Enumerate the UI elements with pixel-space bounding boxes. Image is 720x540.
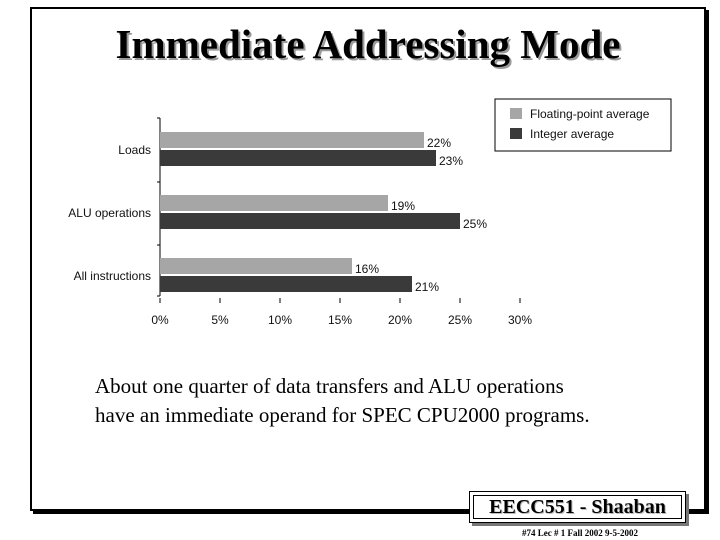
slide-frame	[30, 7, 706, 511]
bar-value-label-0-0: 22%	[427, 136, 451, 150]
bar-value-label-2-1: 21%	[415, 280, 439, 294]
bar-value-label-1-0: 19%	[391, 199, 415, 213]
x-tick-label-1: 5%	[211, 313, 229, 327]
legend-box	[494, 98, 672, 152]
bar-2-0	[160, 258, 352, 274]
bar-value-label-2-0: 16%	[355, 262, 379, 276]
footer-note: #74 Lec # 1 Fall 2002 9-5-2002	[522, 528, 638, 538]
bar-0-1	[160, 150, 436, 166]
caption-line-1: About one quarter of data transfers and …	[95, 374, 564, 398]
footer-title: EECC551 - Shaaban	[473, 495, 682, 519]
bar-2-1	[160, 276, 412, 292]
x-tick-label-0: 0%	[151, 313, 169, 327]
bar-value-label-1-1: 25%	[463, 217, 487, 231]
legend-label-1: Integer average	[530, 127, 614, 141]
bar-1-1	[160, 213, 460, 229]
x-tick-label-4: 20%	[388, 313, 412, 327]
slide-caption: About one quarter of data transfers and …	[95, 372, 675, 430]
bar-value-label-0-1: 23%	[439, 154, 463, 168]
caption-line-2: have an immediate operand for SPEC CPU20…	[95, 403, 590, 427]
x-tick-label-5: 25%	[448, 313, 472, 327]
bar-1-0	[160, 195, 388, 211]
category-label-2: All instructions	[74, 269, 151, 283]
x-tick-label-2: 10%	[268, 313, 292, 327]
x-tick-label-3: 15%	[328, 313, 352, 327]
footer-badge: EECC551 - Shaaban	[469, 491, 686, 523]
bar-0-0	[160, 132, 424, 148]
category-label-0: Loads	[118, 143, 151, 157]
legend-label-0: Floating-point average	[530, 107, 650, 121]
category-label-1: ALU operations	[68, 206, 151, 220]
legend-swatch-1	[510, 128, 522, 139]
x-tick-label-6: 30%	[508, 313, 532, 327]
legend-swatch-0	[510, 108, 522, 119]
slide-title: Immediate Addressing Mode	[115, 21, 621, 67]
